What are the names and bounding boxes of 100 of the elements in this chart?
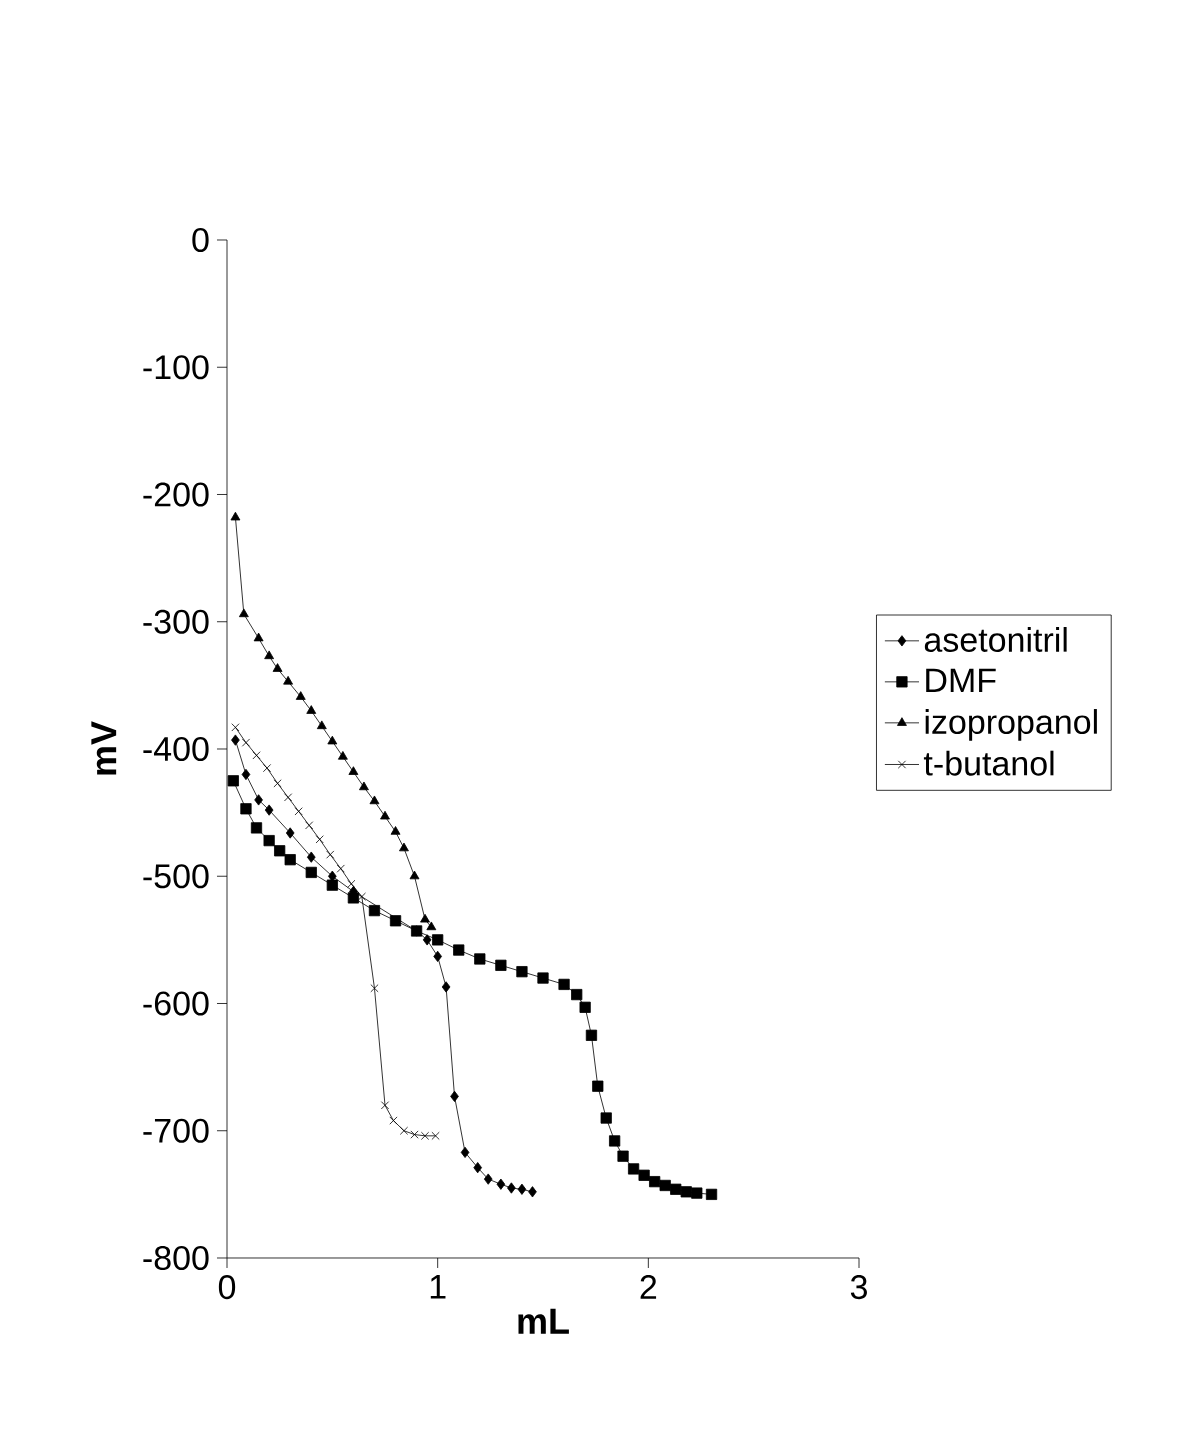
point	[399, 842, 409, 852]
x-tick-label: 3	[850, 1275, 867, 1300]
y-axis-title: mV	[91, 721, 117, 775]
legend-label: asetonitril	[924, 627, 1067, 652]
point	[285, 827, 295, 839]
point	[600, 1112, 612, 1124]
point	[649, 1176, 661, 1188]
point	[262, 764, 272, 773]
point	[231, 723, 240, 732]
point	[441, 981, 451, 993]
point	[579, 1001, 591, 1013]
point	[316, 720, 327, 730]
point	[389, 915, 402, 927]
point	[231, 734, 240, 746]
point	[254, 794, 263, 806]
point	[369, 795, 380, 805]
point	[241, 738, 251, 747]
point	[227, 775, 239, 787]
y-tick-label: -100	[143, 355, 209, 380]
x-tick-label: 2	[640, 1275, 657, 1299]
point	[283, 675, 293, 685]
point	[337, 751, 348, 760]
point	[327, 735, 338, 745]
point	[592, 1080, 604, 1092]
y-tick-label: -200	[143, 482, 209, 507]
point	[473, 1162, 482, 1174]
point	[390, 826, 401, 835]
x-tick-label: 1	[430, 1275, 446, 1299]
point	[431, 1131, 440, 1140]
point	[483, 1173, 493, 1185]
point	[537, 972, 549, 984]
point	[326, 850, 335, 859]
point	[453, 944, 465, 956]
point	[305, 866, 317, 879]
point	[347, 879, 356, 888]
point	[617, 1150, 629, 1162]
point	[680, 1186, 692, 1198]
y-tick-label: 0	[192, 227, 209, 253]
point	[241, 768, 251, 781]
point	[670, 1183, 682, 1195]
point	[315, 835, 324, 844]
point	[571, 988, 583, 1001]
point	[357, 892, 366, 901]
point	[274, 845, 286, 857]
point	[348, 766, 359, 775]
point	[460, 1146, 470, 1158]
legend-label: t-butanol	[923, 750, 1054, 776]
point	[306, 851, 316, 863]
point	[507, 1182, 516, 1194]
point	[628, 1163, 640, 1175]
x-tick-label: 0	[218, 1275, 236, 1300]
point	[609, 1135, 621, 1147]
point	[517, 1183, 527, 1195]
point	[389, 1116, 398, 1125]
point	[326, 879, 338, 891]
point	[528, 1186, 537, 1198]
legend-label: izopropanol	[925, 709, 1097, 741]
point	[495, 959, 507, 971]
point	[659, 1179, 671, 1192]
point	[294, 807, 303, 816]
point	[250, 822, 263, 834]
point	[450, 1090, 459, 1102]
point	[409, 870, 420, 880]
point	[284, 854, 296, 866]
point	[474, 953, 486, 965]
point	[359, 781, 369, 791]
y-tick-label: -600	[143, 991, 209, 1016]
y-tick-label: -700	[143, 1118, 209, 1143]
y-tick-label: -400	[143, 736, 209, 762]
point	[432, 934, 444, 946]
point	[240, 803, 252, 815]
point	[230, 511, 241, 521]
legend-label: DMF	[926, 668, 996, 693]
point	[295, 691, 306, 700]
point	[422, 934, 432, 946]
point	[336, 864, 345, 873]
point	[399, 1126, 409, 1135]
point	[284, 793, 293, 802]
point	[273, 779, 282, 788]
point	[238, 608, 249, 618]
y-tick-label: -800	[143, 1245, 209, 1271]
point	[380, 810, 390, 820]
point	[691, 1187, 703, 1199]
point	[252, 751, 261, 760]
point	[380, 1101, 390, 1110]
point	[585, 1029, 598, 1041]
point	[638, 1169, 650, 1181]
point	[253, 632, 264, 642]
point	[347, 892, 360, 904]
x-axis-title: mL	[518, 1308, 569, 1334]
point	[410, 1130, 419, 1139]
point	[306, 705, 317, 714]
point	[420, 1131, 430, 1140]
point	[496, 1178, 506, 1190]
point	[305, 821, 314, 830]
point	[370, 984, 379, 993]
point	[705, 1188, 718, 1200]
y-tick-label: -300	[143, 609, 209, 634]
point	[272, 663, 283, 672]
point	[263, 835, 275, 847]
